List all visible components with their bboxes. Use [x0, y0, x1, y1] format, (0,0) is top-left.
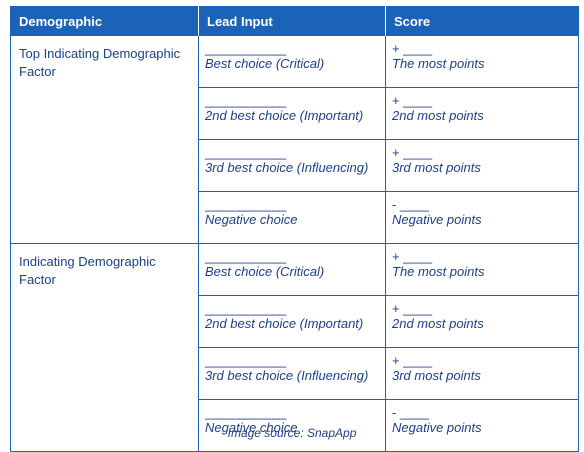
table-row: ____________ 2nd best choice (Important)… [11, 87, 579, 140]
image-source-caption: Image source: SnapApp [227, 426, 357, 440]
input-blank: ____________ [205, 41, 286, 56]
input-blank: ____________ [205, 353, 286, 368]
score-cell: + ____ The most points [385, 35, 579, 88]
score-cell: + ____ The most points [385, 243, 579, 296]
header-demographic: Demographic [10, 6, 199, 36]
points-label: Negative points [392, 212, 482, 227]
score-line: + ____ [392, 354, 572, 368]
demographic-cell: Indicating Demographic Factor [10, 243, 199, 452]
table-row: ____________ 3rd best choice (Influencin… [11, 139, 579, 192]
table-row: ____________ Negative choice - ____ Nega… [11, 399, 579, 452]
input-blank: ____________ [205, 197, 286, 212]
input-blank: ____________ [205, 93, 286, 108]
choice-label: Best choice (Critical) [205, 264, 325, 279]
points-label: The most points [392, 264, 485, 279]
choice-label: Best choice (Critical) [205, 56, 325, 71]
score-line: + ____ [392, 94, 572, 108]
score-sign: + [392, 41, 400, 56]
choice-label: Negative choice [205, 212, 298, 227]
score-line: + ____ [392, 250, 572, 264]
choice-label: 2nd best choice (Important) [205, 316, 364, 331]
lead-input-cell: ____________ 3rd best choice (Influencin… [198, 139, 386, 192]
table-row: Top Indicating Demographic Factor ______… [10, 35, 579, 244]
lead-input-cell: ____________ 2nd best choice (Important) [198, 87, 386, 140]
score-line: + ____ [392, 146, 572, 160]
score-cell: - ____ Negative points [385, 191, 579, 244]
table-row: ____________ 3rd best choice (Influencin… [11, 347, 579, 400]
table-header-row: Demographic Lead Input Score [10, 6, 579, 36]
score-cell: + ____ 2nd most points [385, 87, 579, 140]
input-blank: ____________ [205, 249, 286, 264]
lead-scoring-table: Demographic Lead Input Score Top Indicat… [10, 6, 579, 452]
lead-input-cell: ____________ Best choice (Critical) [198, 35, 386, 88]
score-blank: ____ [403, 249, 433, 264]
choice-label: Negative choice [205, 420, 298, 435]
score-sign: - [392, 405, 397, 420]
score-sign: + [392, 301, 400, 316]
table-row: ____________ 2nd best choice (Important)… [11, 295, 579, 348]
score-line: + ____ [392, 302, 572, 316]
score-cell: + ____ 3rd most points [385, 139, 579, 192]
input-blank: ____________ [205, 405, 286, 420]
score-blank: ____ [403, 41, 433, 56]
score-cell: + ____ 3rd most points [385, 347, 579, 400]
lead-input-cell: ____________ Negative choice [198, 399, 386, 452]
points-label: The most points [392, 56, 485, 71]
score-blank: ____ [403, 353, 433, 368]
table-row: Indicating Demographic Factor __________… [10, 243, 579, 452]
input-blank: ____________ [205, 301, 286, 316]
demographic-cell: Top Indicating Demographic Factor [10, 35, 199, 244]
score-blank: ____ [403, 301, 433, 316]
points-label: 2nd most points [392, 108, 484, 123]
score-blank: ____ [399, 405, 429, 420]
score-cell: + ____ 2nd most points [385, 295, 579, 348]
score-sign: - [392, 197, 397, 212]
lead-input-cell: ____________ 2nd best choice (Important) [198, 295, 386, 348]
points-label: 2nd most points [392, 316, 484, 331]
choice-label: 2nd best choice (Important) [205, 108, 364, 123]
points-label: 3rd most points [392, 160, 481, 175]
score-blank: ____ [403, 145, 433, 160]
score-sign: + [392, 93, 400, 108]
score-sign: + [392, 353, 400, 368]
points-label: 3rd most points [392, 368, 481, 383]
lead-input-cell: ____________ Best choice (Critical) [198, 243, 386, 296]
score-sign: + [392, 145, 400, 160]
header-score: Score [385, 6, 579, 36]
score-line: - ____ [392, 198, 572, 212]
scoring-table-container: Demographic Lead Input Score Top Indicat… [10, 6, 579, 452]
choice-label: 3rd best choice (Influencing) [205, 160, 369, 175]
score-line: - ____ [392, 406, 572, 420]
points-label: Negative points [392, 420, 482, 435]
score-sign: + [392, 249, 400, 264]
lead-input-cell: ____________ Negative choice [198, 191, 386, 244]
score-blank: ____ [403, 93, 433, 108]
table-row: ____________ Negative choice - ____ Nega… [11, 191, 579, 244]
score-cell: - ____ Negative points [385, 399, 579, 452]
score-blank: ____ [399, 197, 429, 212]
lead-input-cell: ____________ 3rd best choice (Influencin… [198, 347, 386, 400]
choice-label: 3rd best choice (Influencing) [205, 368, 369, 383]
score-line: + ____ [392, 42, 572, 56]
table-body: Top Indicating Demographic Factor ______… [10, 35, 579, 452]
header-lead-input: Lead Input [198, 6, 386, 36]
input-blank: ____________ [205, 145, 286, 160]
